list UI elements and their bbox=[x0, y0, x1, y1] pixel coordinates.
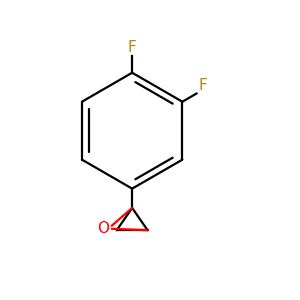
Text: O: O bbox=[97, 221, 109, 236]
Text: F: F bbox=[198, 78, 207, 93]
Text: F: F bbox=[128, 40, 136, 56]
